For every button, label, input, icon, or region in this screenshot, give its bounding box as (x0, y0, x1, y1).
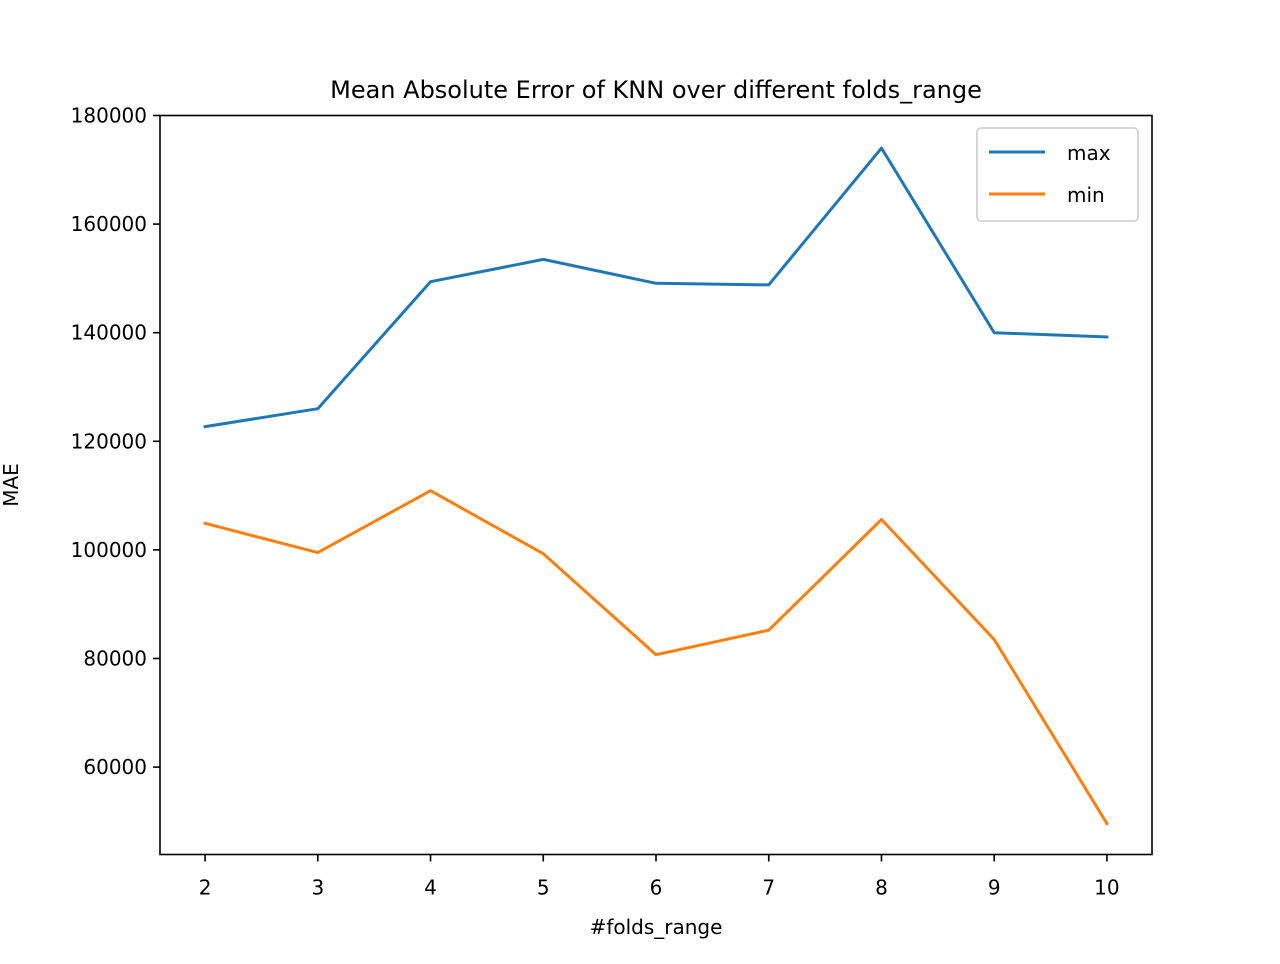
legend-box (976, 127, 1139, 222)
x-tick-label: 2 (199, 876, 212, 900)
legend: max min (976, 127, 1139, 222)
y-axis-label: MAE (0, 463, 23, 507)
legend-label-max: max (1067, 141, 1111, 165)
x-tick-label: 7 (762, 876, 775, 900)
y-tick-label: 180000 (71, 104, 147, 128)
x-tick-label: 6 (650, 876, 663, 900)
series-line-min (203, 489, 1109, 826)
x-axis-label: #folds_range (590, 915, 723, 939)
chart-title: Mean Absolute Error of KNN over differen… (330, 76, 982, 104)
x-tick-label: 4 (424, 876, 437, 900)
series-line-max (203, 146, 1109, 429)
y-tick-label: 60000 (83, 755, 147, 779)
x-tick-label: 5 (537, 876, 550, 900)
x-tick-label: 9 (988, 876, 1001, 900)
y-tick-label: 120000 (71, 429, 147, 453)
y-tick-label: 140000 (71, 321, 147, 345)
ticks-layer: 2 3 4 5 6 7 8 9 10 60000 80000 100000 120000 140000 16… (71, 104, 1120, 900)
y-tick-label: 160000 (71, 212, 147, 236)
x-tick-label: 8 (875, 876, 888, 900)
x-tick-label: 10 (1094, 876, 1119, 900)
x-tick-label: 3 (311, 876, 324, 900)
y-tick-label: 100000 (71, 538, 147, 562)
y-tick-label: 80000 (83, 646, 147, 670)
series-layer (203, 146, 1109, 826)
legend-label-min: min (1067, 183, 1105, 207)
plot-frame (159, 114, 1153, 856)
